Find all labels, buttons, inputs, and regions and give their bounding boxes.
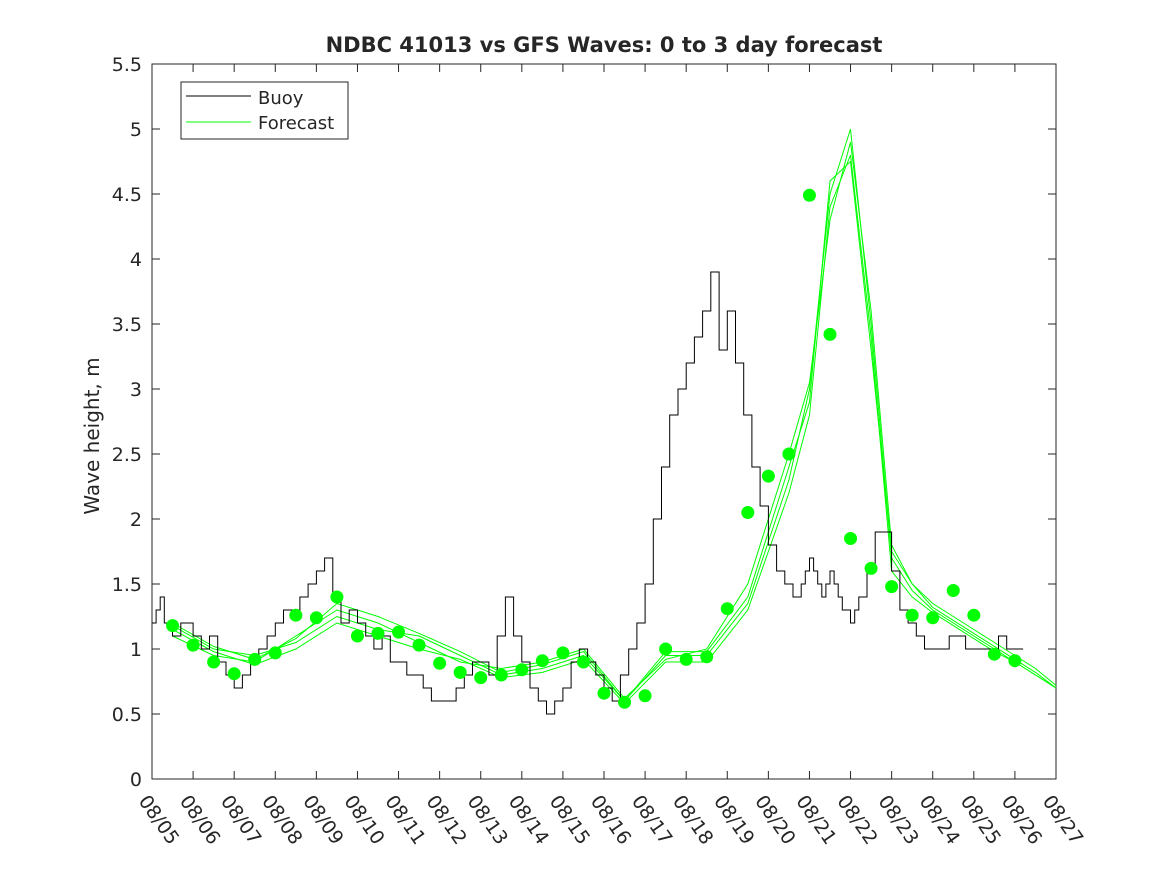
forecast-point [474, 671, 488, 685]
legend-forecast-label: Forecast [258, 113, 334, 134]
forecast-point [453, 665, 467, 679]
forecast-point [782, 447, 796, 461]
forecast-point [309, 611, 323, 625]
forecast-point [289, 608, 303, 622]
forecast-point [556, 646, 570, 660]
forecast-point [576, 655, 590, 669]
forecast-point [823, 327, 837, 341]
forecast-series-line [172, 160, 1057, 702]
forecast-point [761, 469, 775, 483]
y-tick-label: 3.5 [112, 314, 142, 336]
y-axis-label: Wave height, m [80, 357, 104, 514]
y-tick-label: 2.5 [112, 444, 142, 466]
forecast-point [885, 580, 899, 594]
forecast-point [433, 656, 447, 670]
y-tick-label: 2 [130, 509, 142, 531]
forecast-point [535, 654, 549, 668]
forecast-point [679, 652, 693, 666]
y-tick-label: 1 [130, 639, 142, 661]
forecast-point [638, 689, 652, 703]
forecast-point [392, 625, 406, 639]
forecast-point [350, 629, 364, 643]
y-tick-label: 5 [130, 119, 142, 141]
forecast-point [618, 695, 632, 709]
forecast-point [659, 642, 673, 656]
forecast-point [741, 506, 755, 519]
forecast-point [330, 590, 344, 604]
forecast-point [720, 602, 734, 616]
forecast-point [371, 626, 385, 640]
forecast-point [967, 608, 981, 622]
forecast-point [412, 638, 426, 652]
y-tick-label: 5.5 [112, 54, 142, 76]
forecast-point [227, 667, 241, 681]
y-tick-label: 3 [130, 379, 142, 401]
y-tick-label: 4.5 [112, 184, 142, 206]
forecast-point [597, 686, 611, 700]
forecast-point [987, 647, 1001, 661]
forecast-point [926, 611, 940, 625]
legend-box [180, 81, 349, 140]
forecast-point [268, 646, 282, 660]
forecast-point [248, 652, 262, 666]
legend: Buoy Forecast [180, 81, 349, 140]
forecast-series-line [172, 128, 1057, 702]
forecast-series-line [172, 141, 1057, 700]
forecast-series-line [172, 154, 1057, 705]
forecast-point [844, 532, 858, 545]
forecast-point [494, 668, 508, 682]
forecast-point [700, 650, 714, 664]
chart-title: NDBC 41013 vs GFS Waves: 0 to 3 day fore… [326, 33, 883, 57]
forecast-point [946, 584, 960, 597]
forecast-point [905, 608, 919, 622]
y-tick-label: 0 [130, 769, 142, 791]
legend-buoy-label: Buoy [258, 88, 304, 109]
y-tick-label: 0.5 [112, 704, 142, 726]
forecast-point [515, 663, 529, 677]
forecast-point [864, 561, 878, 575]
forecast-point [186, 638, 200, 652]
forecast-point [207, 655, 221, 669]
y-tick-label: 4 [130, 249, 142, 271]
forecast-point [166, 619, 180, 633]
y-tick-label: 1.5 [112, 574, 142, 596]
forecast-point [802, 188, 816, 202]
forecast-point [1008, 654, 1022, 668]
